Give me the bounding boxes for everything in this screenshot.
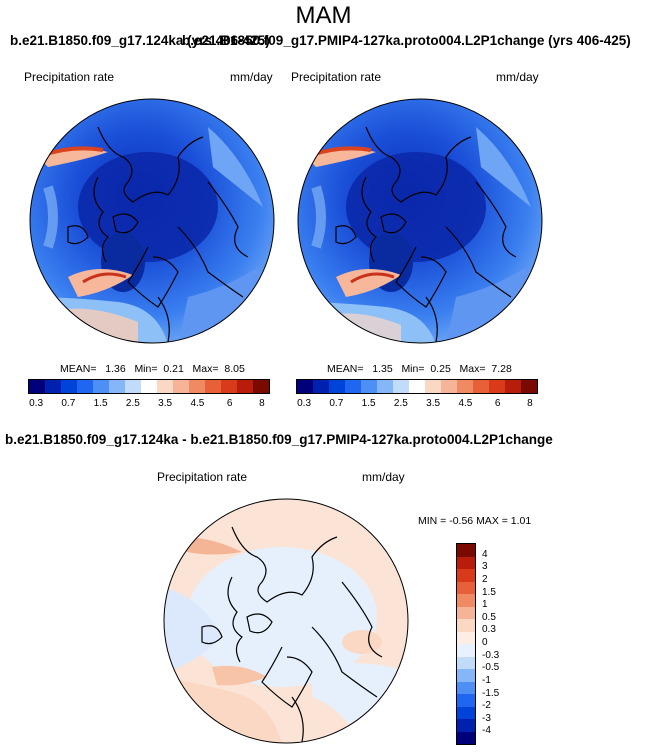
colorbar-swatch (409, 380, 425, 393)
colorbar-swatch (45, 380, 61, 393)
diff-colorbar-swatch (457, 644, 475, 657)
colorbar-swatch (329, 380, 345, 393)
panel1-subtitle: b.e21.B1850.f09_g17.124ka (yrs 406-425) (10, 33, 270, 48)
diff-colorbar-tick-label: 4 (482, 548, 488, 560)
colorbar-tick-label: 3.5 (426, 398, 441, 409)
colorbar-tick-label: 4.5 (458, 398, 473, 409)
diff-colorbar-swatch (457, 581, 475, 594)
colorbar-swatch (237, 380, 253, 393)
figure-title: MAM (295, 2, 352, 29)
colorbar-swatch (141, 380, 157, 393)
colorbar-swatch (297, 380, 313, 393)
diff-colorbar-tick-label: -1.5 (482, 687, 500, 699)
diff-colorbar-swatch (457, 606, 475, 619)
diff-colorbar-swatch (457, 719, 475, 732)
colorbar-swatch (473, 380, 489, 393)
colorbar-tick-label: 1.5 (361, 398, 376, 409)
colorbar-swatch (205, 380, 221, 393)
colorbar-swatch (93, 380, 109, 393)
diff-colorbar-tick-label: -4 (482, 725, 491, 737)
colorbar-swatch (425, 380, 441, 393)
colorbar-tick-label: 6 (226, 398, 233, 409)
diff-minmax: MIN = -0.56 MAX = 1.01 (418, 515, 532, 527)
diff-colorbar-tick-label: 0.3 (482, 624, 496, 636)
diff-colorbar-swatch (457, 681, 475, 694)
colorbar-swatch (253, 380, 269, 393)
colorbar-tick-label: 0.7 (61, 398, 76, 409)
colorbar-tick-label: 2.5 (125, 398, 140, 409)
diff-colorbar-tick-label: -3 (482, 712, 491, 724)
panel2-subtitle: b.e21.B1850.f09_g17.PMIP4-127ka.proto004… (182, 33, 631, 48)
diff-colorbar-swatch (457, 694, 475, 707)
colorbar-swatch (521, 380, 537, 393)
diff-colorbar-swatch (457, 544, 475, 557)
diff-colorbar-swatch (457, 594, 475, 607)
colorbar-tick-label: 3.5 (158, 398, 173, 409)
colorbar-swatch (173, 380, 189, 393)
colorbar-tick-label: 0.3 (29, 398, 44, 409)
colorbar-tick-label: 0.3 (297, 398, 312, 409)
colorbar-swatch (361, 380, 377, 393)
colorbar-tick-label: 8 (259, 398, 265, 409)
panel1-stats: MEAN= 1.36 Min= 0.21 Max= 8.05 (60, 363, 245, 375)
colorbar-swatch (345, 380, 361, 393)
diff-colorbar-tick-label: 0.5 (482, 611, 496, 623)
difference-colorbar (456, 543, 476, 745)
diff-colorbar-swatch (457, 656, 475, 669)
colorbar-swatch (505, 380, 521, 393)
diff-colorbar-tick-label: 0 (482, 637, 488, 648)
diff-colorbar-swatch (457, 556, 475, 569)
colorbar-swatch (125, 380, 141, 393)
panel1-variable-label: Precipitation rate (24, 70, 115, 84)
diff-colorbar-swatch (457, 619, 475, 632)
diff-colorbar-swatch (457, 631, 475, 644)
panel2-colorbar (296, 379, 538, 394)
diff-colorbar-swatch (457, 569, 475, 582)
panel2-units-label: mm/day (496, 70, 539, 84)
diff-colorbar-tick-label: -2 (482, 700, 491, 712)
diff-units-label: mm/day (362, 470, 405, 484)
panel1-polar-map (29, 98, 275, 344)
diff-variable-label: Precipitation rate (157, 470, 248, 484)
diff-colorbar-swatch (457, 669, 475, 682)
colorbar-swatch (313, 380, 329, 393)
colorbar-swatch (29, 380, 45, 393)
diff-colorbar-tick-label: -0.5 (482, 662, 500, 674)
colorbar-swatch (457, 380, 473, 393)
diff-colorbar-swatch (457, 706, 475, 719)
colorbar-swatch (393, 380, 409, 393)
panel2-variable-label: Precipitation rate (291, 70, 382, 84)
colorbar-swatch (109, 380, 125, 393)
difference-subtitle: b.e21.B1850.f09_g17.124ka - b.e21.B1850.… (5, 432, 553, 447)
diff-colorbar-tick-label: -1 (482, 674, 491, 686)
panel1-units-label: mm/day (230, 70, 273, 84)
panel2-stats: MEAN= 1.35 Min= 0.25 Max= 7.28 (327, 363, 512, 375)
colorbar-tick-label: 1.5 (93, 398, 108, 409)
diff-colorbar-tick-label: 1.5 (482, 586, 496, 598)
colorbar-swatch (441, 380, 457, 393)
colorbar-swatch (377, 380, 393, 393)
difference-polar-map (163, 498, 409, 744)
diff-colorbar-tick-label: 1 (482, 599, 488, 611)
diff-colorbar-tick-label: -0.3 (482, 649, 500, 661)
colorbar-swatch (157, 380, 173, 393)
colorbar-swatch (189, 380, 205, 393)
diff-colorbar-tick-label: 3 (482, 561, 488, 573)
colorbar-tick-label: 6 (494, 398, 501, 409)
diff-colorbar-tick-label: 2 (482, 573, 488, 585)
colorbar-tick-label: 8 (527, 398, 533, 409)
colorbar-tick-label: 4.5 (190, 398, 205, 409)
colorbar-swatch (77, 380, 93, 393)
colorbar-swatch (221, 380, 237, 393)
diff-colorbar-swatch (457, 731, 475, 744)
colorbar-swatch (489, 380, 505, 393)
panel1-colorbar (28, 379, 270, 394)
colorbar-tick-label: 0.7 (329, 398, 344, 409)
colorbar-tick-label: 2.5 (393, 398, 408, 409)
panel2-polar-map (297, 98, 543, 344)
colorbar-swatch (61, 380, 77, 393)
